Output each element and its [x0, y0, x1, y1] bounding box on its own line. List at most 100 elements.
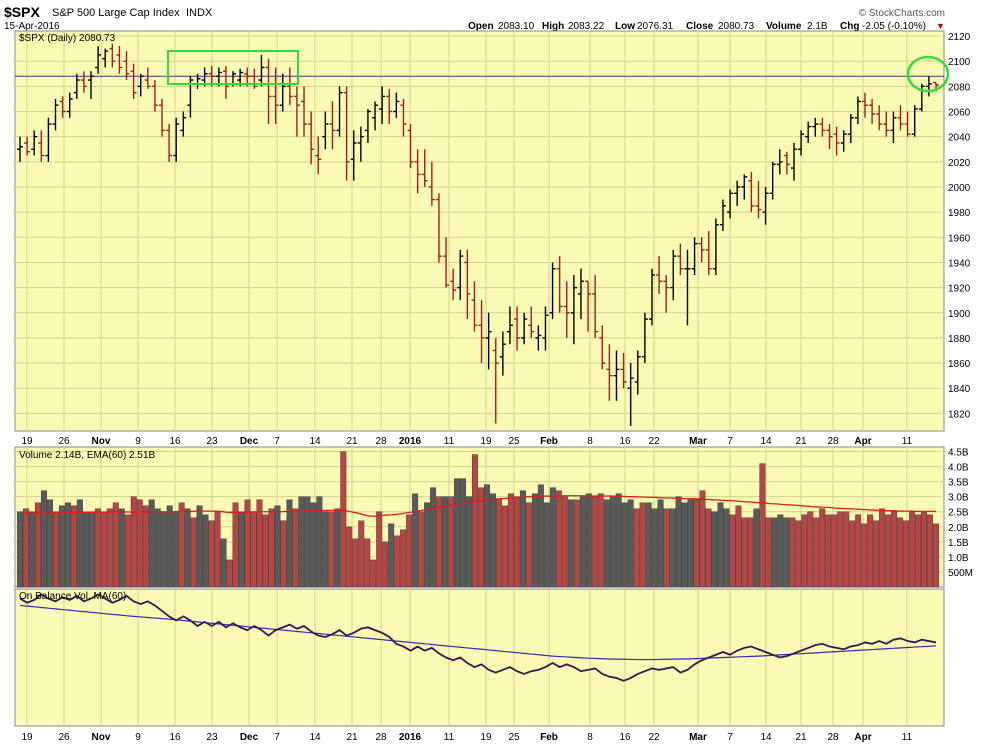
ohlc-bar: [38, 130, 45, 162]
volume-bar: [106, 508, 113, 588]
ohlc-bar: [670, 249, 677, 301]
ohlc-bar: [727, 189, 734, 219]
x-tick-label-bottom: 11: [444, 732, 455, 743]
volume-bar: [651, 508, 658, 588]
ohlc-bar: [897, 105, 904, 131]
volume-bar: [136, 499, 143, 588]
x-tick-label: 14: [309, 436, 321, 447]
ohlc-bar: [464, 249, 471, 320]
ohlc-bar: [883, 111, 890, 137]
chg-value: -2.05 (-0.10%): [862, 21, 926, 32]
volume-bar: [657, 499, 664, 588]
volume-bar: [388, 523, 395, 588]
volume-bar: [603, 499, 610, 588]
x-tick-label: Apr: [854, 436, 871, 447]
ohlc-bar: [485, 312, 492, 370]
volume-bar: [172, 511, 179, 588]
x-tick-label: Feb: [540, 436, 558, 447]
x-tick-label-bottom: Nov: [92, 732, 111, 743]
volume-tick-label: 2.0B: [948, 523, 969, 534]
ohlc-bar: [769, 161, 776, 200]
volume-bar: [573, 499, 580, 588]
price-tick-label: 2060: [948, 108, 971, 119]
price-bars: [15, 43, 944, 426]
volume-bar: [795, 520, 802, 588]
ohlc-bar: [315, 136, 322, 175]
ohlc-bar: [904, 111, 911, 137]
volume-bar: [555, 490, 562, 588]
volume-bar: [735, 505, 742, 588]
volume-bar: [52, 511, 59, 588]
ohlc-bar: [471, 281, 478, 332]
volume-bar: [807, 511, 814, 588]
ohlc-bar: [549, 262, 556, 320]
volume-bar: [160, 511, 167, 588]
volume-bar: [412, 493, 419, 588]
volume-bar: [100, 511, 107, 588]
ohlc-bar: [414, 149, 421, 194]
ohlc-bar: [677, 243, 684, 276]
x-tick-label: 25: [508, 436, 520, 447]
ohlc-bar: [620, 353, 627, 389]
ohlc-bar: [798, 130, 805, 156]
volume-tick-label: 1.0B: [948, 553, 969, 564]
ohlc-bar: [45, 117, 52, 162]
volume-bar: [675, 496, 682, 588]
volume-bar: [148, 499, 155, 588]
volume-bar: [424, 502, 431, 588]
x-tick-label-bottom: 14: [309, 732, 321, 743]
volume-bar: [645, 502, 652, 588]
volume-bar: [118, 508, 125, 588]
volume-bar: [376, 511, 383, 588]
volume-bar: [394, 535, 401, 588]
x-tick-label-bottom: 16: [169, 732, 181, 743]
volume-bar: [537, 484, 544, 588]
volume-bar: [609, 496, 616, 588]
x-tick-label-bottom: 2016: [399, 732, 422, 743]
x-tick-label-bottom: Dec: [240, 732, 259, 743]
ohlc-bar: [364, 108, 371, 143]
ohlc-bar: [762, 186, 769, 225]
x-tick-label-bottom: Feb: [540, 732, 558, 743]
ohlc-bar: [478, 300, 485, 364]
ohlc-bar: [812, 117, 819, 137]
open-label: Open: [468, 21, 494, 32]
x-tick-label: 28: [375, 436, 387, 447]
ohlc-bar: [137, 73, 144, 97]
ohlc-bar: [144, 67, 151, 89]
volume-bar: [531, 493, 538, 588]
volume-bar: [867, 514, 874, 588]
ohlc-bar: [450, 268, 457, 301]
volume-bar: [82, 511, 89, 588]
volume-bar: [304, 496, 311, 588]
volume-bar: [322, 511, 329, 588]
volume-bar: [214, 511, 221, 588]
ohlc-bar: [535, 325, 542, 351]
volume-bar: [88, 511, 95, 588]
volume-bar: [268, 508, 275, 588]
price-tick-label: 2000: [948, 183, 971, 194]
volume-bar: [513, 496, 520, 588]
volume-bar: [64, 502, 71, 588]
ohlc-bar: [854, 96, 861, 125]
ohlc-bar: [698, 237, 705, 263]
volume-tick-label: 1.5B: [948, 538, 969, 549]
volume-bar: [358, 520, 365, 588]
ema-line: [20, 495, 936, 517]
x-tick-label-bottom: 23: [206, 732, 218, 743]
volume-bar: [843, 511, 850, 588]
volume-bar: [280, 520, 287, 588]
symbol: $SPX: [4, 4, 40, 20]
price-tick-label: 1900: [948, 309, 971, 320]
x-tick-label: 7: [727, 436, 733, 447]
ohlc-bar: [577, 268, 584, 320]
x-tick-label-bottom: 19: [21, 732, 33, 743]
volume-bar: [478, 487, 484, 588]
price-tick-label: 1960: [948, 233, 971, 244]
ohlc-bar: [386, 88, 393, 125]
volume-bar: [40, 490, 47, 588]
volume-bar: [543, 502, 550, 588]
ohlc-bar: [613, 350, 620, 401]
ohlc-bar: [407, 124, 414, 169]
price-tick-label: 1820: [948, 409, 971, 420]
